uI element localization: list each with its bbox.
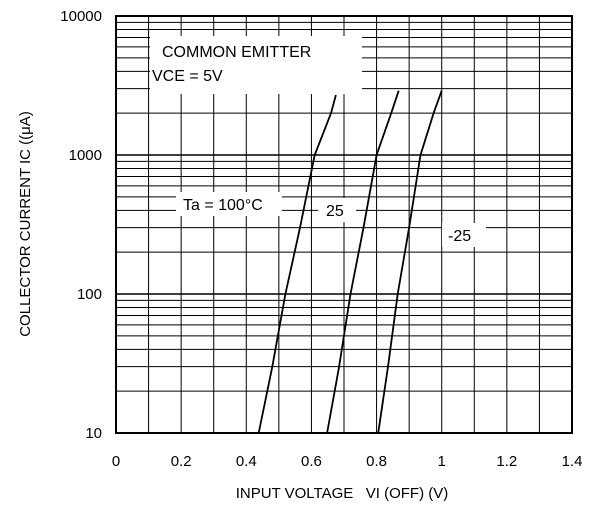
annotation-common-emitter: COMMON EMITTER [162, 44, 311, 61]
annotation-vce: VCE = 5V [152, 68, 223, 85]
series-line-2 [377, 90, 443, 434]
plot-frame [115, 15, 573, 434]
curves [257, 90, 443, 434]
series-line-0 [257, 94, 337, 434]
series-label-1: 25 [326, 203, 344, 220]
x-tick-label: 0.4 [236, 453, 257, 470]
series-label-0: Ta = 100°C [183, 197, 263, 214]
x-tick-label: 1.2 [496, 453, 517, 470]
y-tick-label: 1000 [69, 147, 102, 164]
series-label-bg [176, 192, 282, 216]
labels: COMMON EMITTER VCE = 5V Ta = 100°C 25 -25 0 0.… [60, 8, 582, 470]
x-tick-label: 0.2 [171, 453, 192, 470]
y-tick-label: 100 [77, 286, 102, 303]
x-tick-label: 1.4 [562, 453, 583, 470]
y-axis-label: COLLECTOR CURRENT IC ((μA) [17, 111, 34, 337]
x-tick-label: 0.8 [366, 453, 387, 470]
y-tick-label: 10000 [60, 8, 102, 25]
y-tick-label: 10 [85, 425, 102, 442]
x-tick-label: 0 [112, 453, 120, 470]
series-line-1 [326, 90, 400, 434]
plot-border [115, 15, 573, 434]
series-label-bg [442, 223, 486, 247]
x-tick-label: 0.6 [301, 453, 322, 470]
x-tick-label: 1 [438, 453, 446, 470]
series-label-bg [318, 198, 356, 222]
x-axis-label: INPUT VOLTAGE VI (OFF) (V) [236, 485, 449, 502]
annotation-box [150, 36, 362, 94]
series-label-2: -25 [448, 228, 471, 245]
